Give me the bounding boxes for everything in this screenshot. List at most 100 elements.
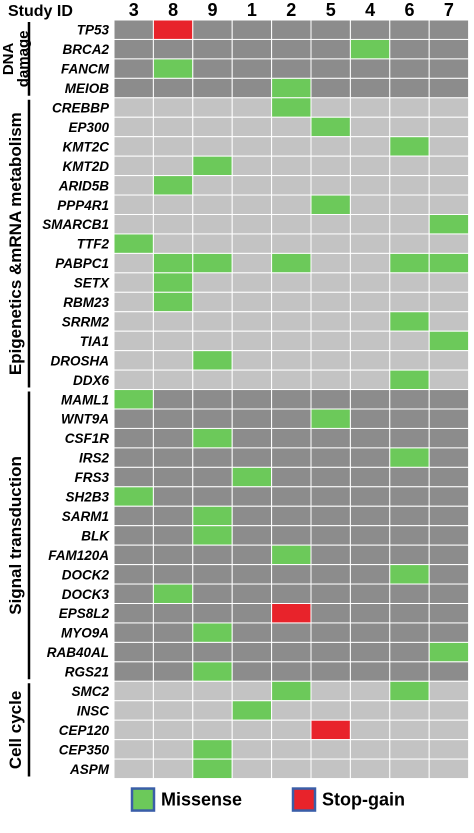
cell-dock2-study-5 [310, 564, 351, 585]
cell-cep350-study-7 [428, 739, 470, 760]
cell-kmt2d-study-2 [271, 155, 312, 177]
cell-fam120a-study-9 [192, 544, 233, 566]
cell-tp53-study-2 [271, 19, 312, 40]
cell-sarm1-study-8 [152, 505, 194, 527]
gene-label-rgs21: RGS21 [65, 665, 109, 680]
gene-label-maml1: MAML1 [61, 392, 109, 407]
cell-eps8l2-study-6 [389, 603, 430, 624]
cell-cep120-study-6 [389, 719, 430, 741]
cell-meiob-study-8 [152, 77, 194, 99]
cell-cep350-study-8 [152, 739, 194, 760]
cell-rbm23-study-8-missense [152, 291, 194, 313]
cell-eps8l2-study-3 [113, 603, 154, 624]
cell-meiob-study-4 [349, 77, 391, 99]
cell-ep300-study-4 [349, 116, 391, 138]
cell-cep120-study-9 [192, 719, 233, 741]
cell-meiob-study-1 [231, 77, 273, 99]
cell-rab40al-study-1 [231, 641, 273, 663]
cell-kmt2d-study-4 [349, 155, 391, 177]
cell-irs2-study-4 [349, 447, 391, 468]
cell-drosha-study-4 [349, 350, 391, 371]
cell-ppp4r1-study-5-missense [310, 194, 351, 216]
cell-tp53-study-5 [310, 19, 351, 40]
cell-blk-study-6 [389, 525, 430, 546]
cell-meiob-study-6 [389, 77, 430, 99]
gene-label-ep300: EP300 [68, 120, 109, 135]
gene-label-pabpc1: PABPC1 [55, 256, 109, 271]
cell-rgs21-study-8 [152, 661, 194, 682]
cell-tp53-study-8-stop-gain [152, 19, 194, 40]
cell-cep350-study-5 [310, 739, 351, 760]
cell-irs2-study-8 [152, 447, 194, 468]
cell-srrm2-study-9 [192, 311, 233, 332]
cell-brca2-study-6 [389, 38, 430, 60]
cell-dock2-study-6-missense [389, 564, 430, 585]
cell-meiob-study-3 [113, 77, 154, 99]
cell-cep350-study-9-missense [192, 739, 233, 760]
legend-label-missense: Missense [161, 790, 242, 810]
cell-maml1-study-5 [310, 389, 351, 410]
cell-srrm2-study-2 [271, 311, 312, 332]
gene-label-dock2: DOCK2 [62, 567, 110, 582]
gene-label-setx: SETX [74, 276, 110, 291]
cell-aspm-study-2 [271, 758, 312, 780]
cell-meiob-study-2-missense [271, 77, 312, 99]
cell-insc-study-6 [389, 700, 430, 721]
cell-srrm2-study-7 [428, 311, 470, 332]
cell-eps8l2-study-5 [310, 603, 351, 624]
cell-csf1r-study-6 [389, 427, 430, 449]
cell-csf1r-study-4 [349, 427, 391, 449]
gene-label-ddx6: DDX6 [73, 373, 110, 388]
cell-setx-study-6 [389, 272, 430, 293]
cell-cep120-study-1 [231, 719, 273, 741]
cell-rgs21-study-6 [389, 661, 430, 682]
cell-sarm1-study-7 [428, 505, 470, 527]
cell-kmt2d-study-9-missense [192, 155, 233, 177]
cell-drosha-study-2 [271, 350, 312, 371]
cell-ttf2-study-5 [310, 233, 351, 254]
cell-smarcb1-study-1 [231, 214, 273, 235]
cell-dock3-study-1 [231, 583, 273, 604]
cell-maml1-study-7 [428, 389, 470, 410]
cell-blk-study-4 [349, 525, 391, 546]
cell-ttf2-study-4 [349, 233, 391, 254]
cell-drosha-study-9-missense [192, 350, 233, 371]
legend-label-stop-gain: Stop-gain [322, 790, 405, 810]
cell-rbm23-study-9 [192, 291, 233, 313]
cell-dock3-study-2 [271, 583, 312, 604]
cell-aspm-study-5 [310, 758, 351, 780]
cell-crebbp-study-1 [231, 97, 273, 118]
gene-label-smarcb1: SMARCB1 [42, 217, 109, 232]
group-label: Cell cycle [6, 691, 25, 769]
gene-label-myo9a: MYO9A [61, 626, 109, 641]
group-label: damage [15, 31, 32, 88]
cell-ddx6-study-8 [152, 369, 194, 391]
column-label-1: 1 [247, 0, 257, 20]
cell-eps8l2-study-8 [152, 603, 194, 624]
gene-label-rbm23: RBM23 [63, 295, 109, 310]
cell-dock2-study-8 [152, 564, 194, 585]
column-label-4: 4 [365, 0, 375, 20]
cell-wnt9a-study-7 [428, 408, 470, 429]
cell-rab40al-study-3 [113, 641, 154, 663]
cell-ddx6-study-3 [113, 369, 154, 391]
cell-rbm23-study-4 [349, 291, 391, 313]
gene-label-meiob: MEIOB [65, 81, 110, 96]
cell-setx-study-8-missense [152, 272, 194, 293]
cell-crebbp-study-9 [192, 97, 233, 118]
cell-rab40al-study-4 [349, 641, 391, 663]
cell-wnt9a-study-6 [389, 408, 430, 429]
cell-kmt2d-study-7 [428, 155, 470, 177]
cell-irs2-study-6-missense [389, 447, 430, 468]
cell-maml1-study-9 [192, 389, 233, 410]
cell-ttf2-study-9 [192, 233, 233, 254]
cell-frs3-study-1-missense [231, 466, 273, 488]
cell-frs3-study-5 [310, 466, 351, 488]
cell-sarm1-study-4 [349, 505, 391, 527]
cell-irs2-study-1 [231, 447, 273, 468]
cell-ppp4r1-study-2 [271, 194, 312, 216]
cell-cep120-study-8 [152, 719, 194, 741]
cell-dock3-study-5 [310, 583, 351, 604]
cell-rgs21-study-5 [310, 661, 351, 682]
